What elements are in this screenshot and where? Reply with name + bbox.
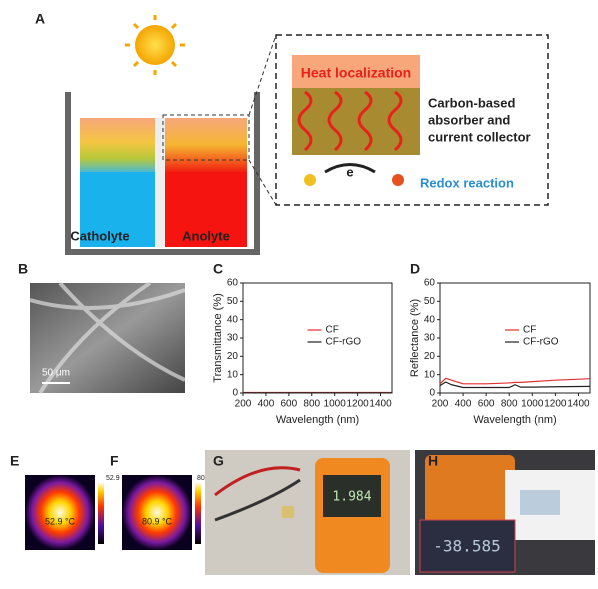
- lead: [214, 466, 301, 497]
- y-tick-label: 20: [227, 351, 239, 362]
- sun-rays: [125, 15, 185, 75]
- meter-screen: [323, 475, 381, 517]
- label: Catholyte: [70, 228, 129, 243]
- spot-label: 80.9 °C: [142, 516, 173, 526]
- x-tick-label: 1000: [324, 399, 347, 410]
- label: Carbon-based: [428, 95, 515, 110]
- y-axis-label: Reflectance (%): [409, 299, 421, 377]
- inset-screen: [520, 490, 560, 515]
- series-line: [439, 381, 591, 389]
- plot-frame: [242, 282, 393, 394]
- plot-frame: [439, 282, 591, 394]
- cell: [282, 506, 294, 518]
- x-axis-label: Wavelength (nm): [473, 414, 556, 426]
- scale-label: 50 μm: [42, 368, 70, 379]
- x-tick-label: 1000: [521, 399, 544, 410]
- y-tick-label: 60: [227, 278, 239, 289]
- absorber-left: [80, 118, 155, 172]
- x-tick-label: 800: [501, 399, 518, 410]
- panel-label: D: [410, 261, 420, 277]
- label: Redox reaction: [420, 175, 514, 190]
- spot-label: 52.9 °C: [45, 516, 76, 526]
- sun: [135, 25, 175, 65]
- label: Anolyte: [182, 228, 230, 243]
- legend-label: CF: [326, 325, 339, 336]
- legend-label: CF-rGO: [326, 337, 362, 348]
- lead: [214, 478, 301, 522]
- panel-label: F: [110, 453, 119, 469]
- y-tick-label: 30: [227, 333, 239, 344]
- panel-label: A: [35, 11, 45, 27]
- colorbar: [98, 482, 104, 544]
- x-axis-label: Wavelength (nm): [276, 414, 359, 426]
- panel-label: G: [213, 453, 224, 469]
- y-tick-label: 60: [424, 278, 436, 289]
- y-tick-label: 50: [227, 296, 239, 307]
- x-tick-label: 200: [235, 399, 252, 410]
- y-tick-label: 40: [424, 314, 436, 325]
- y-tick-label: 0: [232, 388, 238, 399]
- y-axis-label: Transmittance (%): [212, 293, 224, 382]
- zoom-box: [162, 114, 250, 161]
- colorbar: [195, 482, 201, 544]
- zoom-panel: [275, 34, 549, 206]
- panel-label: C: [213, 261, 223, 277]
- legend-label: CF-rGO: [523, 337, 559, 348]
- molecule: [304, 174, 316, 186]
- colorbar-max: 52.9 °C: [106, 474, 129, 482]
- y-tick-label: 10: [424, 369, 436, 380]
- label: current collector: [428, 129, 531, 144]
- y-tick-label: 20: [424, 351, 436, 362]
- y-tick-label: 0: [429, 388, 435, 399]
- y-tick-label: 50: [424, 296, 436, 307]
- thermal-image: [25, 475, 95, 550]
- x-tick-label: 1200: [544, 399, 567, 410]
- sem-image: [30, 283, 185, 393]
- membrane: [155, 118, 165, 247]
- anolyte: [165, 172, 247, 247]
- multimeter: [425, 455, 515, 525]
- molecule: [392, 174, 404, 186]
- zoom-line: [248, 34, 277, 116]
- x-tick-label: 400: [455, 399, 472, 410]
- label: absorber and: [428, 112, 510, 127]
- panel-label: B: [18, 261, 28, 277]
- electron-arrow: [324, 163, 376, 174]
- y-tick-label: 30: [424, 333, 436, 344]
- label: Heat localization: [301, 65, 411, 81]
- x-tick-label: 800: [303, 399, 320, 410]
- x-tick-label: 1200: [346, 399, 369, 410]
- x-tick-label: 1400: [567, 399, 590, 410]
- catholyte: [80, 172, 155, 247]
- sem-fibers: [29, 281, 186, 395]
- x-tick-label: 400: [258, 399, 275, 410]
- meter-reading: 1.984: [332, 490, 371, 505]
- zoom-line: [248, 159, 277, 206]
- y-tick-label: 40: [227, 314, 239, 325]
- series-line: [439, 377, 591, 385]
- label: e: [346, 164, 353, 179]
- x-tick-label: 600: [478, 399, 495, 410]
- thermal-image: [122, 475, 192, 550]
- x-tick-label: 600: [281, 399, 298, 410]
- inset-screen: [419, 519, 516, 573]
- heat-arrows: [297, 90, 403, 152]
- panel-label: H: [428, 453, 438, 469]
- panel-label: E: [10, 453, 19, 469]
- x-tick-label: 1400: [369, 399, 392, 410]
- beaker: [65, 92, 260, 255]
- legend-label: CF: [523, 325, 536, 336]
- meter-reading: -38.585: [433, 537, 500, 556]
- absorber-right: [165, 118, 247, 172]
- y-tick-label: 10: [227, 369, 239, 380]
- x-tick-label: 200: [432, 399, 449, 410]
